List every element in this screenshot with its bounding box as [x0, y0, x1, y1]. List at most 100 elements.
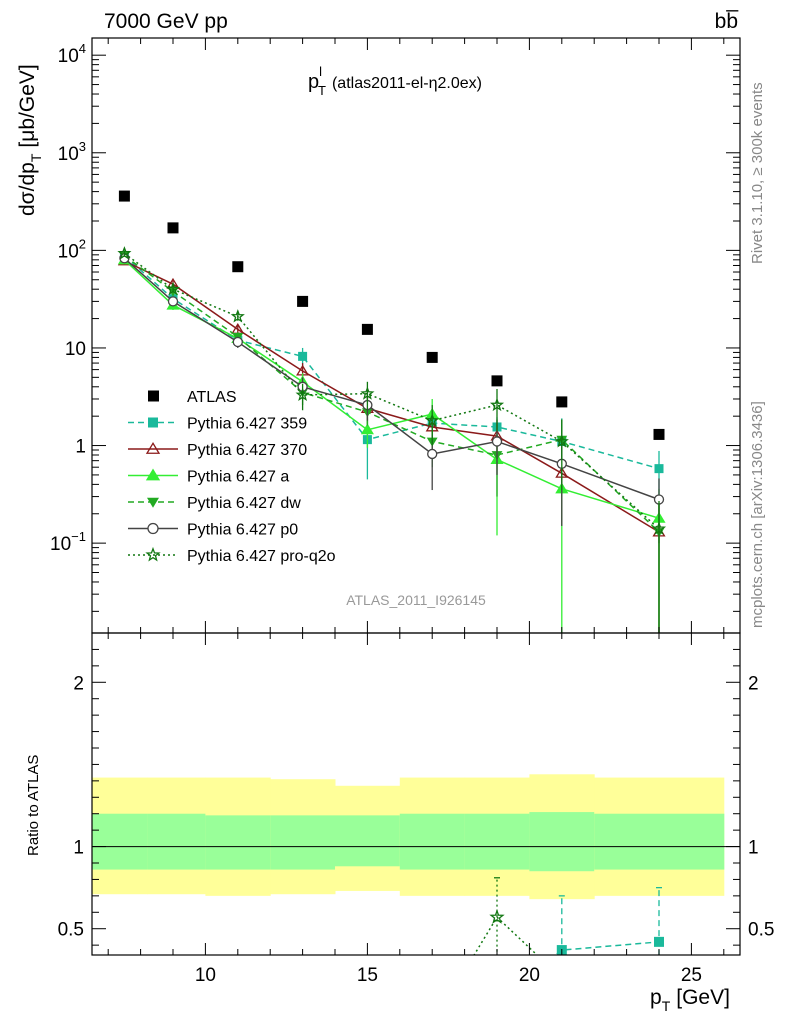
legend-label: Pythia 6.427 370: [187, 442, 307, 459]
legend-marker-shape: [145, 468, 161, 481]
x-axis-label-main: p: [650, 986, 662, 1009]
series-pythia-6-427-pro-q2o-point: [230, 309, 245, 323]
ratio-series-pythia-6-427-pro-q2o-point-shape: [489, 909, 505, 924]
ratio-y-tick-label-left: 2: [73, 673, 84, 694]
ratio-frame: [91, 632, 741, 956]
process-label: bb̅: [715, 10, 740, 33]
legend-label: Pythia 6.427 a: [187, 469, 289, 486]
y-tick-label-base: 10: [58, 46, 79, 67]
analysis-id: ATLAS_2011_I926145: [346, 592, 486, 608]
series-atlas: [118, 190, 665, 440]
series-pythia-6-427-pro-q2o-point: [360, 386, 375, 400]
ratio-band-inner: [270, 815, 336, 870]
series-pythia-6-427-pro-q2o-point: [165, 281, 181, 296]
y-tick-label-exponent: 4: [79, 41, 86, 56]
ratio-band-inner: [464, 813, 530, 870]
series-pythia-6-427-a-point: [360, 423, 374, 435]
y-tick-label: 104: [58, 41, 86, 67]
legend-entry: Pythia 6.427 370: [128, 442, 307, 459]
legend-label: ATLAS: [187, 389, 237, 406]
legend-label: Pythia 6.427 dw: [187, 495, 301, 512]
ratio-y-tick-label-left: 1: [73, 838, 84, 859]
x-axis-label-sub: T: [662, 998, 671, 1014]
legend-marker-shape: [147, 522, 159, 535]
series-pythia-6-427-pro-q2o-point-shape: [295, 387, 310, 402]
mcplots-label: mcplots.cern.ch [arXiv:1306.3436]: [749, 401, 766, 628]
atlas-point: [167, 222, 179, 234]
ratio-series-pythia-6-427-pro-q2o: [473, 877, 539, 955]
ratio-axis-label: Ratio to ATLAS: [25, 755, 42, 856]
y-tick-label-base: 10: [65, 339, 86, 360]
atlas-point: [118, 190, 130, 202]
y-tick-label-base: 10: [58, 241, 79, 262]
x-axis-label: pT [GeV]: [650, 986, 730, 1014]
series-pythia-6-427-p0-point: [491, 436, 503, 447]
legend-entry: Pythia 6.427 p0: [128, 522, 298, 539]
series-pythia-6-427-pro-q2o-point: [117, 246, 132, 260]
ratio-series-pythia-6-427-359-point-shape: [654, 936, 664, 947]
series-pythia-6-427-p0-point: [232, 336, 243, 348]
legend-label: Pythia 6.427 p0: [187, 522, 298, 539]
legend-marker: [147, 497, 159, 508]
atlas-point: [297, 295, 309, 307]
y-axis-label-main: dσ/dp: [16, 162, 39, 216]
series-pythia-6-427-a-point-shape: [360, 423, 374, 435]
y-tick-label-base: 1: [75, 437, 86, 458]
ratio-bands: [92, 774, 740, 900]
legend-entry: ATLAS: [148, 389, 237, 406]
y-tick-label-base: 10: [58, 144, 79, 165]
legend-marker-shape: [145, 546, 161, 562]
legend: ATLAS Pythia 6.427 359 Pythia 6.427 370 Pyt…: [128, 389, 336, 565]
series-pythia-6-427-p0-point-shape: [491, 436, 503, 447]
legend-entry: Pythia 6.427 pro-q2o: [128, 546, 336, 565]
ratio-y-tick-label-right: 0.5: [748, 920, 774, 941]
energy-label: 7000 GeV pp: [104, 10, 228, 33]
series-pythia-6-427-p0-point-shape: [232, 336, 243, 348]
y-axis-label-unit: [μb/GeV]: [16, 64, 39, 147]
legend-marker-shape: [145, 442, 161, 454]
main-panel: [117, 190, 667, 633]
x-tick-label: 10: [195, 965, 216, 986]
ratio-band-inner: [205, 815, 271, 870]
atlas-point: [232, 261, 244, 273]
series-pythia-6-427-359: [119, 251, 664, 500]
x-tick-label: 15: [357, 965, 378, 986]
series-pythia-6-427-359-point-shape: [298, 351, 308, 361]
y-axis-label: dσ/dpT [μb/GeV]: [16, 64, 44, 216]
legend-label: Pythia 6.427 pro-q2o: [187, 548, 336, 565]
plot-title-detail: (atlas2011-el-η2.0ex): [332, 75, 482, 92]
ratio-band-inner: [399, 813, 466, 870]
y-tick-label-exponent: 3: [79, 139, 86, 154]
ratio-y-tick-label-right: 2: [748, 673, 759, 694]
ratio-series-pythia-6-427-359: [554, 886, 664, 955]
y-tick-label-base: 10: [50, 534, 71, 555]
y-tick-label: 10: [65, 339, 86, 360]
series-pythia-6-427-p0-point-shape: [427, 448, 438, 460]
series-pythia-6-427-p0-point: [167, 296, 179, 307]
series-pythia-6-427-pro-q2o-point-shape: [117, 246, 132, 260]
series-pythia-6-427-pro-q2o-point-shape: [165, 281, 181, 296]
series-pythia-6-427-pro-q2o-point: [489, 397, 505, 412]
series-pythia-6-427-p0-line: [123, 257, 660, 501]
x-tick-label: 25: [681, 965, 702, 986]
atlas-point: [361, 323, 373, 335]
y-tick-label: 102: [58, 236, 86, 262]
plot-title-sub: T: [318, 83, 326, 98]
legend-label: Pythia 6.427 359: [187, 416, 307, 433]
legend-entry: Pythia 6.427 359: [128, 416, 307, 433]
y-tick-label: 10−1: [50, 529, 86, 555]
legend-atlas-marker: [148, 390, 159, 402]
legend-marker: [145, 546, 161, 562]
series-pythia-6-427-pro-q2o-point: [651, 521, 667, 535]
series-pythia-6-427-pro-q2o-point-shape: [554, 434, 569, 448]
legend-marker: [145, 468, 161, 481]
legend-marker-shape: [147, 497, 159, 508]
series-pythia-6-427-pro-q2o-point: [425, 413, 440, 427]
series-pythia-6-427-359-line: [123, 255, 660, 470]
ratio-series-pythia-6-427-359-point: [654, 936, 664, 947]
legend-marker: [145, 442, 161, 454]
series-pythia-6-427-pro-q2o-point-shape: [651, 521, 667, 535]
series-pythia-6-427-pro-q2o-point-shape: [489, 397, 505, 412]
atlas-point: [426, 351, 438, 363]
